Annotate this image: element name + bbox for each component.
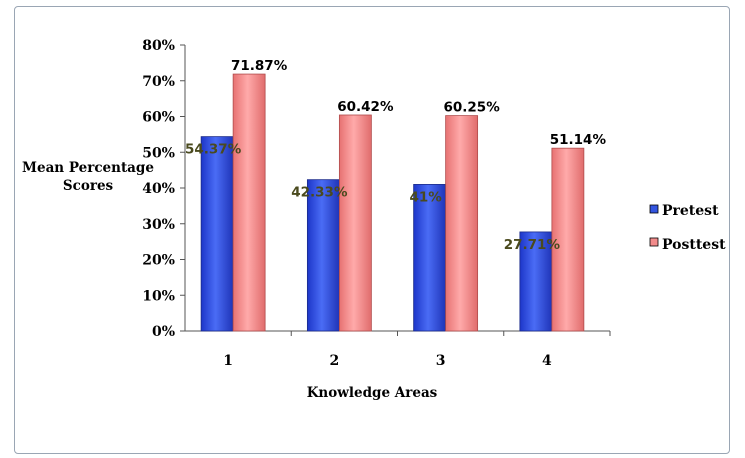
y-tick-label: 60% bbox=[142, 110, 175, 126]
bar-posttest-2 bbox=[338, 114, 372, 332]
x-axis-title: Knowledge Areas bbox=[307, 385, 438, 401]
y-tick-label: 20% bbox=[142, 253, 175, 269]
data-label-pretest-2: 42.33% bbox=[291, 185, 348, 201]
bar-pretest-2 bbox=[306, 179, 340, 332]
y-tick-label: 40% bbox=[142, 181, 175, 197]
bar-pretest-1 bbox=[200, 136, 234, 332]
data-labels: 54.37% 71.87% 42.33% 60.42% 41% 60.25% 27.71% 5… bbox=[185, 58, 606, 253]
data-label-posttest-4: 51.14% bbox=[550, 132, 607, 148]
legend-swatch-pretest bbox=[649, 204, 659, 214]
bar-pretest-4 bbox=[519, 231, 553, 332]
data-label-posttest-1: 71.87% bbox=[231, 58, 288, 74]
y-tick-label: 70% bbox=[142, 74, 175, 90]
chart-panel bbox=[14, 6, 730, 454]
legend-swatch-posttest bbox=[649, 237, 659, 247]
legend-label-pretest: Pretest bbox=[662, 203, 719, 219]
bar-posttest-3 bbox=[445, 115, 479, 332]
x-tick-label: 1 bbox=[223, 353, 233, 369]
y-tick-label: 30% bbox=[142, 217, 175, 233]
data-label-pretest-4: 27.71% bbox=[504, 237, 561, 253]
data-label-pretest-1: 54.37% bbox=[185, 142, 242, 158]
y-tick-label: 50% bbox=[142, 145, 175, 161]
y-axis-title-line2: Scores bbox=[63, 178, 114, 194]
axes: 0% 10% 20% 30% 40% 50% 60% 70% 80% 1 2 3 4 bbox=[142, 38, 611, 369]
data-label-pretest-3: 41% bbox=[409, 189, 442, 205]
x-tick-label: 4 bbox=[542, 353, 552, 369]
bar-pretest-3 bbox=[413, 184, 447, 332]
x-tick-label: 3 bbox=[436, 353, 446, 369]
data-label-posttest-2: 60.42% bbox=[337, 99, 394, 115]
data-label-posttest-3: 60.25% bbox=[444, 100, 501, 116]
legend: Pretest Posttest bbox=[649, 203, 726, 253]
y-axis-title-line1: Mean Percentage bbox=[22, 160, 154, 176]
bars bbox=[200, 73, 585, 332]
bar-posttest-4 bbox=[551, 147, 585, 332]
legend-label-posttest: Posttest bbox=[662, 237, 726, 253]
bar-posttest-1 bbox=[232, 73, 266, 332]
x-tick-label: 2 bbox=[330, 353, 340, 369]
y-tick-label: 10% bbox=[142, 288, 175, 304]
y-tick-label: 80% bbox=[142, 38, 175, 54]
y-tick-label: 0% bbox=[152, 324, 175, 340]
